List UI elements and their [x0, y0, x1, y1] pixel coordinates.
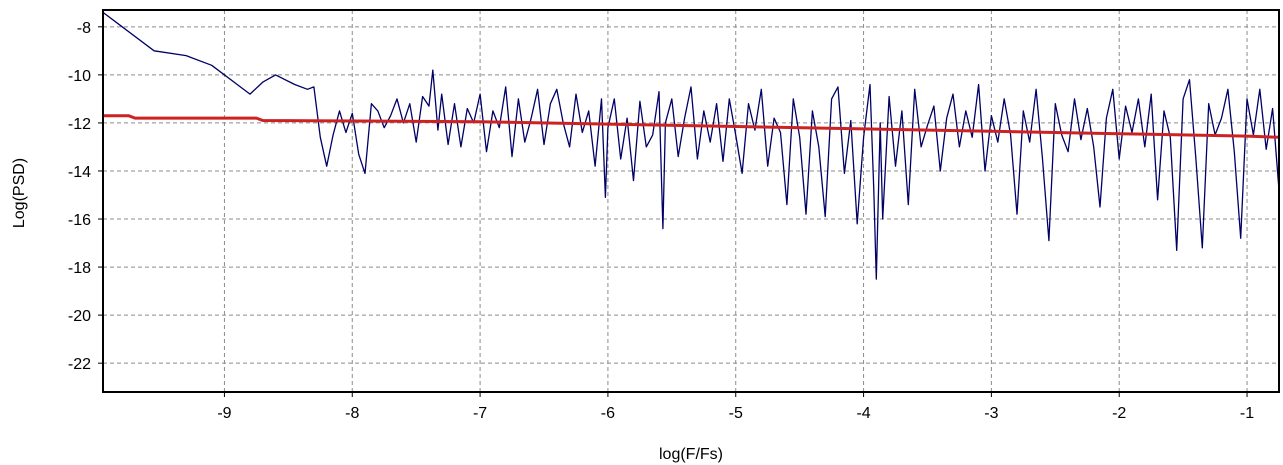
y-axis-title: Log(PSD) [11, 158, 28, 228]
x-tick-label: -3 [984, 405, 998, 422]
x-tick-label: -8 [345, 405, 359, 422]
grid-layer [102, 9, 1280, 393]
x-axis-title: log(F/Fs) [659, 446, 723, 463]
psd-series-line [102, 11, 1280, 280]
y-tick-label: -8 [77, 20, 91, 37]
x-tick-label: -1 [1240, 405, 1254, 422]
x-tick-label: -4 [856, 405, 870, 422]
x-tick-label: -7 [473, 405, 487, 422]
plot-border [102, 9, 1280, 393]
y-tick-label: -20 [68, 308, 91, 325]
y-tick-label: -10 [68, 68, 91, 85]
x-tick-label: -5 [729, 405, 743, 422]
y-tick-label: -22 [68, 356, 91, 373]
x-tick-label: -6 [601, 405, 615, 422]
y-tick-label: -12 [68, 116, 91, 133]
y-tick-label: -18 [68, 260, 91, 277]
axis-layer: -9 -8 -7 -6 -5 -4 -3 -2 -1 -8 -10 -12 -14 -16 -18 -20 -2… [68, 9, 1280, 422]
x-tick-label: -9 [217, 405, 231, 422]
plot-area [102, 9, 1280, 393]
y-tick-label: -14 [68, 164, 91, 181]
x-tick-label: -2 [1112, 405, 1126, 422]
y-tick-label: -16 [68, 212, 91, 229]
series-layer [102, 11, 1280, 280]
trend-series-line [103, 114, 1280, 139]
